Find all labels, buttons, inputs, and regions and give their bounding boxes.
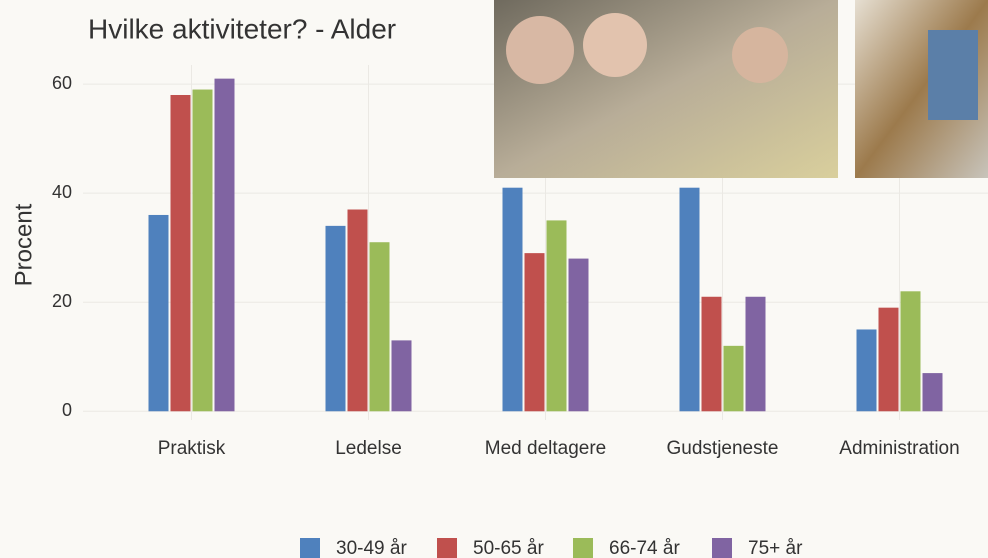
bar [568,258,589,412]
y-axis-label: Procent [10,203,37,286]
bar [170,94,191,412]
y-tick-label: 60 [52,73,72,93]
y-tick-label: 40 [52,182,72,202]
bar [900,291,921,412]
x-tick-label: Praktisk [158,438,226,459]
photo-detail [506,16,574,84]
legend-swatch [712,538,732,558]
bar [502,187,523,412]
x-tick-label: Administration [839,438,959,459]
bar [701,296,722,412]
legend-swatch [573,538,593,558]
legend-label: 66-74 år [609,538,680,558]
bar [148,214,169,412]
bar [192,89,213,412]
bar [878,307,899,412]
bar [214,78,235,412]
legend-swatch [437,538,457,558]
y-tick-label: 20 [52,291,72,311]
bar [391,340,412,412]
plot-area: 0 20 40 60 Praktisk Ledelse Med deltagere Gudst… [52,65,988,459]
bar [347,209,368,412]
bar [856,329,877,412]
bar [922,373,943,412]
bar [745,296,766,412]
bar [524,253,545,412]
legend-label: 30-49 år [336,538,407,558]
bar [546,220,567,412]
photo-detail [732,27,788,83]
bar [723,345,744,412]
bar [369,242,390,412]
chart-title: Hvilke aktiviteter? - Alder [88,13,396,44]
y-tick-label: 0 [62,400,72,420]
legend-label: 50-65 år [473,538,544,558]
x-tick-label: Med deltagere [485,438,606,459]
photo-detail [583,13,647,77]
legend-label: 75+ år [748,538,803,558]
photo-detail [928,30,978,120]
legend-swatch [300,538,320,558]
x-tick-label: Gudstjeneste [667,438,779,459]
bar [325,225,346,412]
x-tick-label: Ledelse [335,438,402,459]
bar [679,187,700,412]
